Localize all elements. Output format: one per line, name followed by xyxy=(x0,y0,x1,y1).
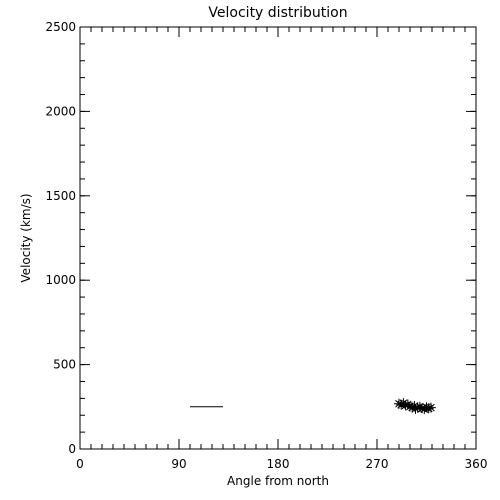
y-tick-label: 2500 xyxy=(45,20,76,34)
x-axis-label: Angle from north xyxy=(227,474,329,488)
y-tick-label: 1000 xyxy=(45,273,76,287)
chart-title: Velocity distribution xyxy=(208,5,347,21)
x-tick-label: 270 xyxy=(366,457,389,471)
x-tick-label: 360 xyxy=(465,457,488,471)
data-point xyxy=(425,402,436,413)
axis-ticks xyxy=(79,26,477,450)
asterisk-stroke xyxy=(427,403,435,412)
y-tick-label: 2000 xyxy=(45,104,76,118)
y-tick-label: 500 xyxy=(53,358,76,372)
tick-labels: 0 90 180 270 360 0 500 1000 1500 2000 2500 xyxy=(45,20,487,471)
y-tick-label: 1500 xyxy=(45,189,76,203)
x-tick-label: 0 xyxy=(76,457,84,471)
x-tick-label: 90 xyxy=(171,457,186,471)
data-marks xyxy=(190,398,436,415)
plot-frame xyxy=(79,26,477,450)
x-tick-label: 180 xyxy=(267,457,290,471)
y-axis-label: Velocity (km/s) xyxy=(19,193,33,282)
y-tick-label: 0 xyxy=(68,442,76,456)
